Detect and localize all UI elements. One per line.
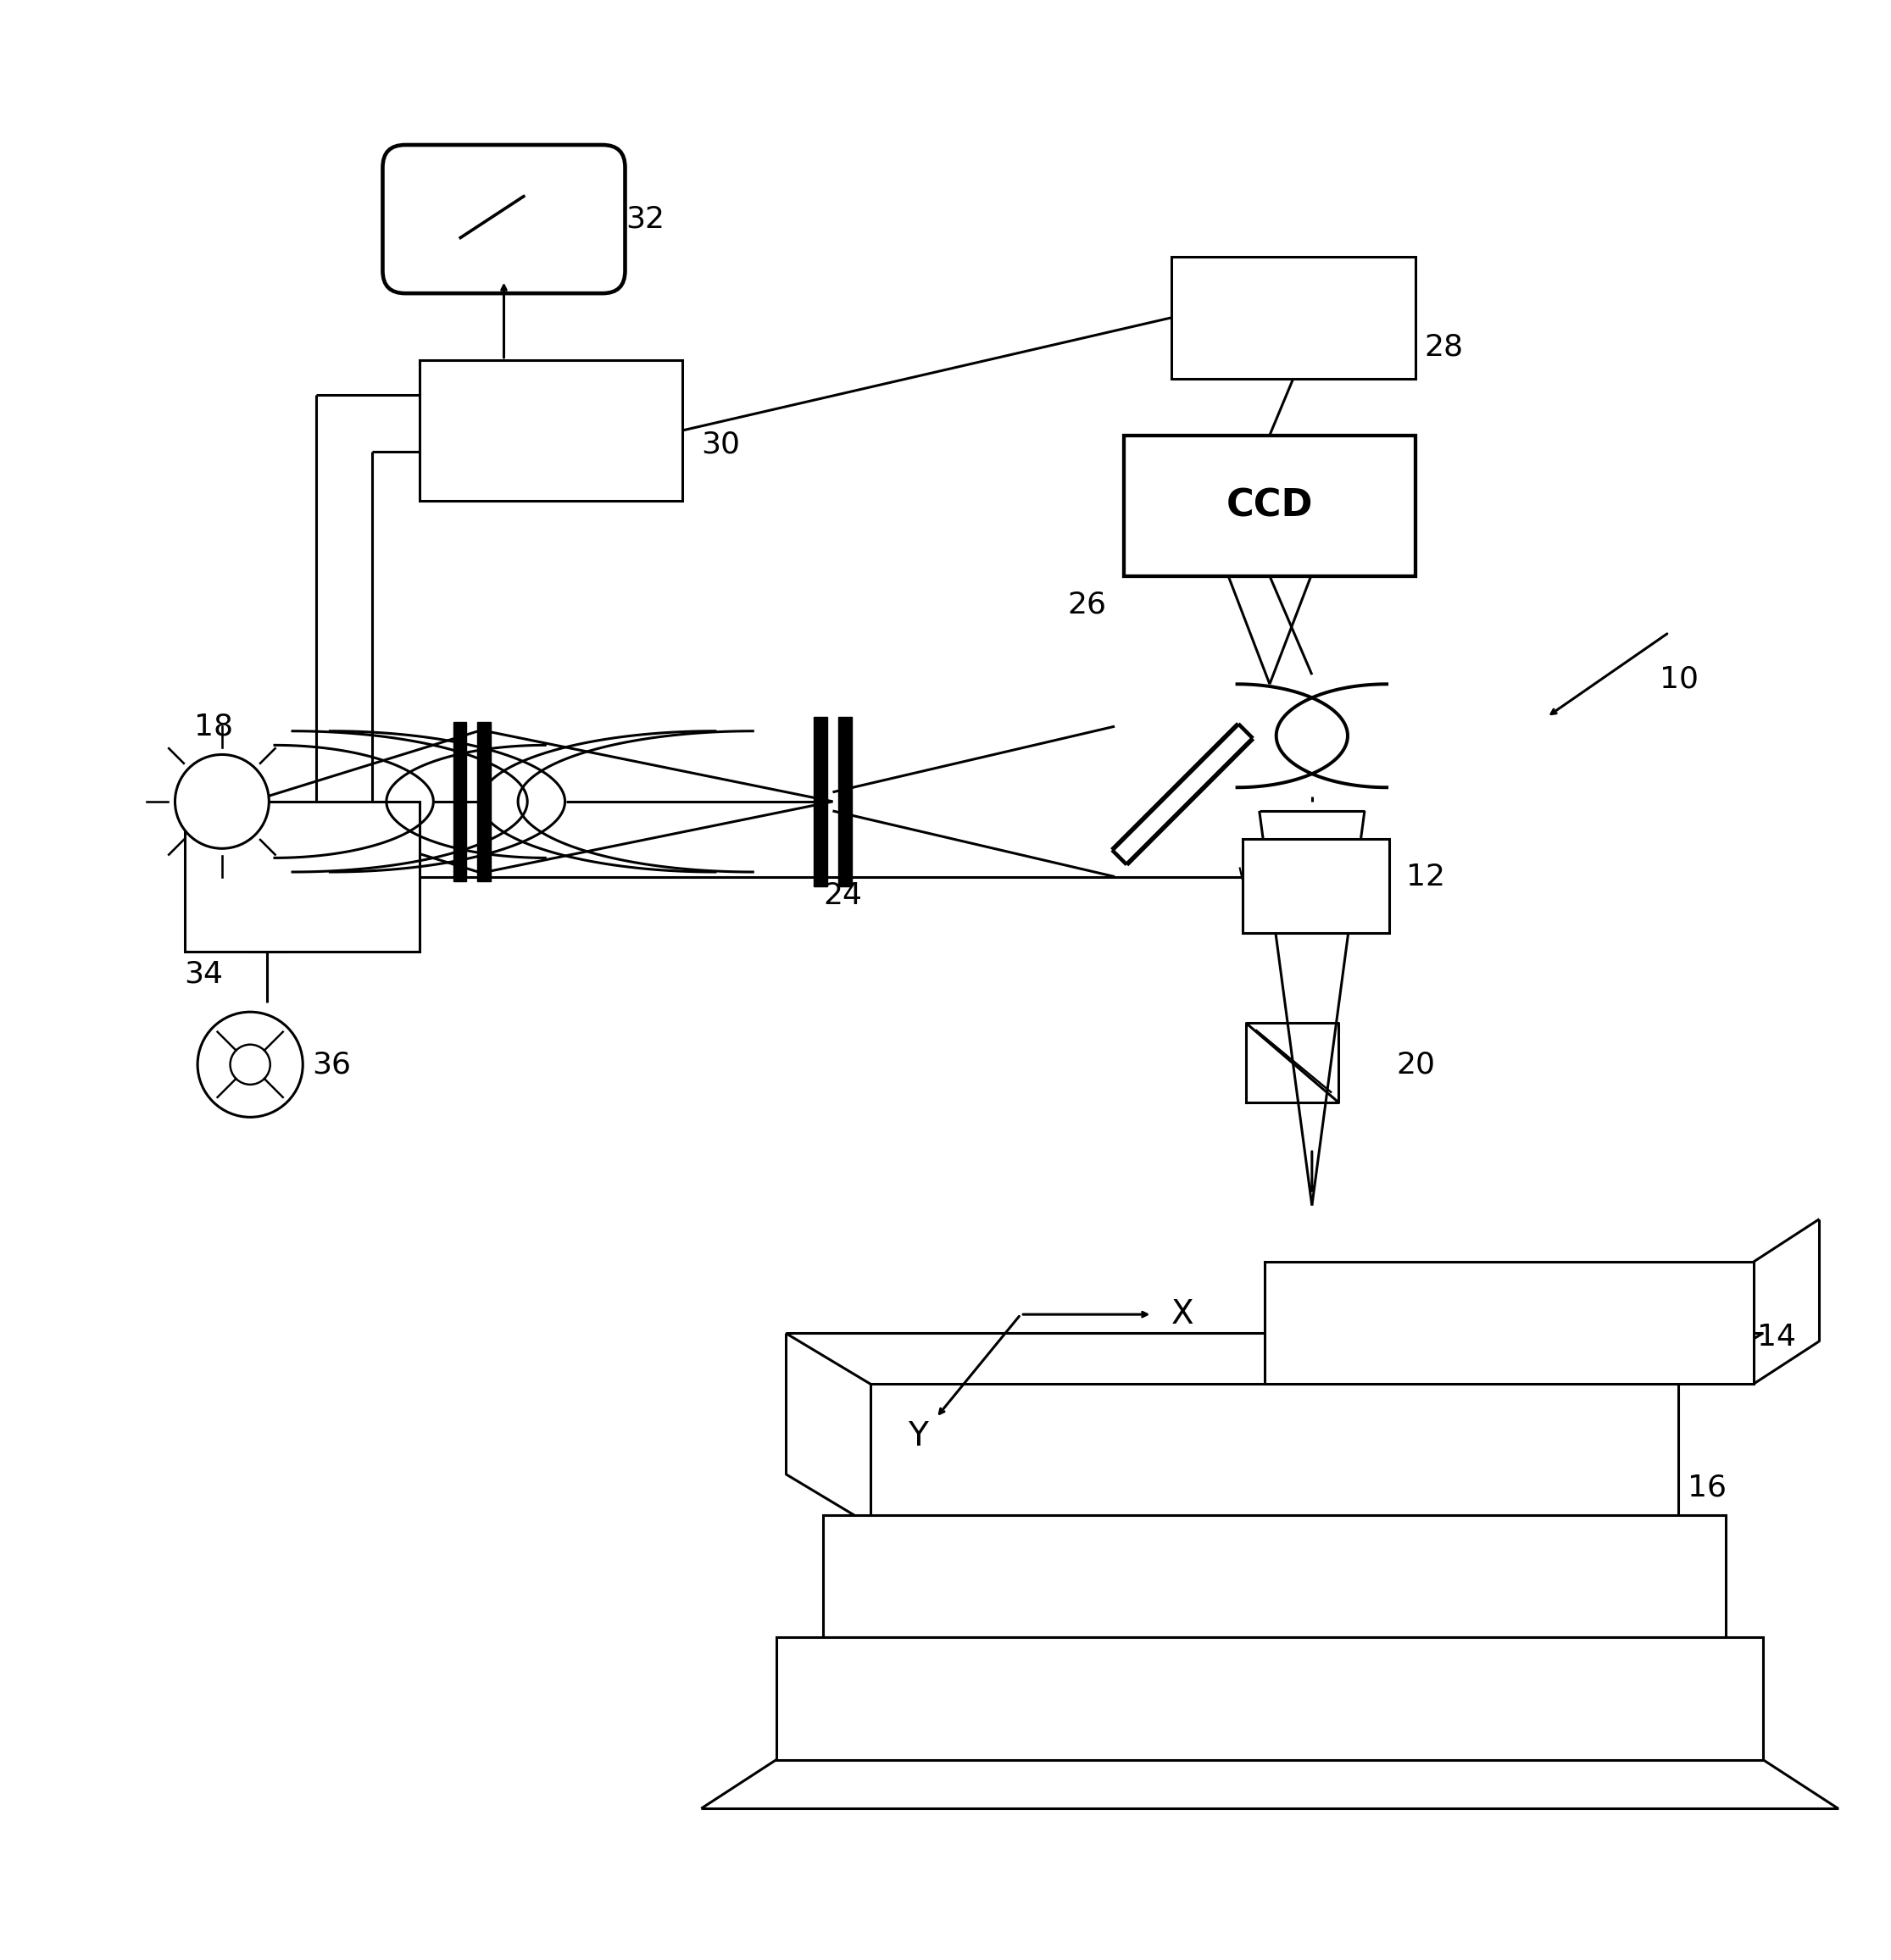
Bar: [1265, 1262, 1753, 1384]
Text: 10: 10: [1660, 664, 1698, 694]
Bar: [870, 1384, 1679, 1525]
Text: 32: 32: [626, 204, 666, 233]
Bar: [1171, 257, 1414, 378]
Circle shape: [176, 755, 269, 849]
Text: 14: 14: [1757, 1323, 1796, 1350]
Text: 24: 24: [823, 882, 862, 909]
Text: Y: Y: [908, 1421, 928, 1452]
Text: X: X: [1171, 1298, 1193, 1331]
Text: 36: 36: [312, 1051, 352, 1078]
FancyBboxPatch shape: [382, 145, 626, 294]
Text: 34: 34: [185, 960, 223, 988]
Text: 30: 30: [702, 429, 739, 459]
Polygon shape: [454, 721, 467, 882]
Text: 18: 18: [193, 711, 233, 741]
Text: 26: 26: [1068, 590, 1106, 619]
Text: 12: 12: [1405, 862, 1445, 892]
Polygon shape: [813, 717, 826, 886]
Bar: [1123, 435, 1414, 576]
Text: CCD: CCD: [1225, 488, 1312, 523]
Circle shape: [231, 1045, 270, 1084]
Circle shape: [197, 1011, 303, 1117]
Bar: [185, 802, 420, 953]
Polygon shape: [838, 717, 851, 886]
Bar: [777, 1637, 1762, 1760]
Polygon shape: [478, 721, 492, 882]
Text: 20: 20: [1397, 1051, 1435, 1078]
Bar: [823, 1515, 1725, 1637]
Text: 28: 28: [1424, 333, 1464, 361]
Bar: [420, 361, 683, 502]
Bar: [1242, 839, 1390, 933]
Text: 16: 16: [1689, 1472, 1726, 1501]
